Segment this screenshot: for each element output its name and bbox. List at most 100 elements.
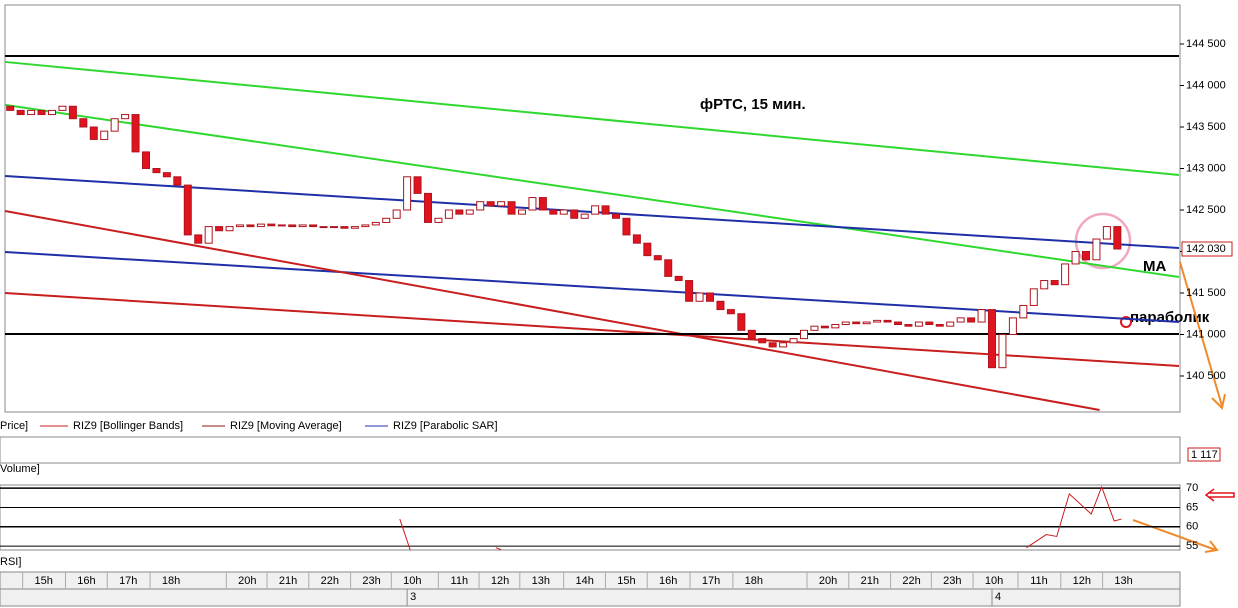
- candle: [142, 151, 150, 169]
- candle: [298, 224, 307, 228]
- candle: [330, 226, 338, 229]
- candle: [674, 275, 683, 282]
- arrow: [1132, 519, 1219, 553]
- candle: [392, 209, 401, 219]
- candle: [737, 313, 746, 331]
- candle: [538, 197, 547, 211]
- candle: [350, 226, 359, 229]
- legend-entry: RIZ9 [Bollinger Bands]: [73, 420, 183, 432]
- candle: [79, 118, 88, 128]
- candle: [622, 217, 631, 236]
- candle: [1008, 317, 1017, 335]
- x-tick-label: 13h: [532, 575, 550, 587]
- candle: [653, 255, 662, 261]
- candle: [267, 223, 276, 227]
- price-label: 142 030: [1186, 243, 1226, 255]
- candle: [779, 342, 788, 348]
- candle: [977, 309, 986, 323]
- candle: [58, 105, 67, 111]
- candle: [486, 201, 495, 207]
- x-tick-label: 23h: [943, 575, 961, 587]
- x-tick-label: 12h: [1073, 575, 1091, 587]
- candle: [1029, 288, 1038, 306]
- candle: [1092, 238, 1101, 261]
- candle: [152, 167, 161, 174]
- candle: [695, 292, 704, 302]
- candle: [841, 321, 850, 326]
- candle: [852, 321, 861, 325]
- candle: [831, 324, 840, 329]
- volume-panel: [0, 436, 1181, 464]
- candle: [726, 309, 735, 315]
- candle: [424, 192, 432, 223]
- x-tick-label: 23h: [362, 575, 380, 587]
- x-tick-label: 14h: [575, 575, 593, 587]
- annotation: MA: [1143, 258, 1166, 275]
- candle: [110, 118, 119, 132]
- candle: [246, 224, 255, 228]
- candle: [16, 109, 25, 116]
- y-tick-label: 144 500: [1186, 38, 1226, 50]
- candle: [559, 209, 568, 215]
- x-tick-label: 21h: [861, 575, 879, 587]
- volume-label: 1 117: [1191, 449, 1218, 461]
- candle: [685, 280, 694, 302]
- trend-line: [4, 60, 1180, 176]
- legend-entry: RIZ9 [Parabolic SAR]: [393, 420, 498, 432]
- candle: [768, 342, 777, 348]
- candle: [1019, 304, 1028, 319]
- candle: [48, 109, 56, 116]
- trend-line: [4, 210, 1100, 411]
- candle: [121, 114, 130, 120]
- rsi-line: [399, 518, 411, 551]
- candle: [601, 205, 610, 215]
- candle: [1071, 250, 1080, 265]
- panel-label: RSI]: [0, 556, 21, 568]
- candle: [914, 321, 923, 327]
- rsi-tick-label: 70: [1186, 482, 1198, 494]
- candle: [925, 321, 934, 326]
- y-tick-label: 143 500: [1186, 121, 1226, 133]
- candle: [371, 221, 380, 226]
- arrow: [1179, 261, 1226, 411]
- candle: [935, 324, 944, 327]
- annotation: параболик: [1130, 309, 1210, 326]
- candle: [1040, 280, 1049, 290]
- candle: [413, 176, 422, 194]
- candle: [37, 109, 46, 116]
- x-tick-label: 18h: [162, 575, 180, 587]
- candle: [904, 324, 913, 327]
- rsi-tick-label: 65: [1186, 501, 1198, 513]
- candle: [497, 201, 506, 207]
- candle: [162, 172, 171, 178]
- candle: [68, 105, 77, 120]
- candle: [183, 184, 192, 236]
- rsi-tick-label: 60: [1186, 521, 1198, 533]
- chart-title: фРТС, 15 мин.: [700, 96, 806, 113]
- x-tick-label: 16h: [77, 575, 95, 587]
- x-tick-label: 18h: [745, 575, 763, 587]
- candle: [444, 209, 453, 219]
- candle: [956, 317, 965, 323]
- x-tick-label: 22h: [902, 575, 920, 587]
- trend-line: [4, 291, 1180, 368]
- legend-entry: RIZ9 [Moving Average]: [230, 420, 342, 432]
- candle: [465, 209, 474, 215]
- candle: [27, 109, 36, 116]
- candle: [131, 114, 140, 153]
- candle: [194, 234, 203, 244]
- candle: [549, 209, 558, 215]
- candle: [998, 333, 1007, 369]
- x-tick-label: 17h: [702, 575, 720, 587]
- candle: [873, 319, 882, 323]
- candle: [810, 325, 819, 331]
- legend-entry: Price]: [0, 420, 28, 432]
- candle: [591, 205, 600, 215]
- candle: [612, 213, 620, 219]
- candle: [173, 176, 182, 186]
- panel-label: Volume]: [0, 463, 40, 475]
- candle: [1050, 280, 1059, 286]
- price-panel: [4, 4, 1181, 413]
- candle: [789, 338, 798, 344]
